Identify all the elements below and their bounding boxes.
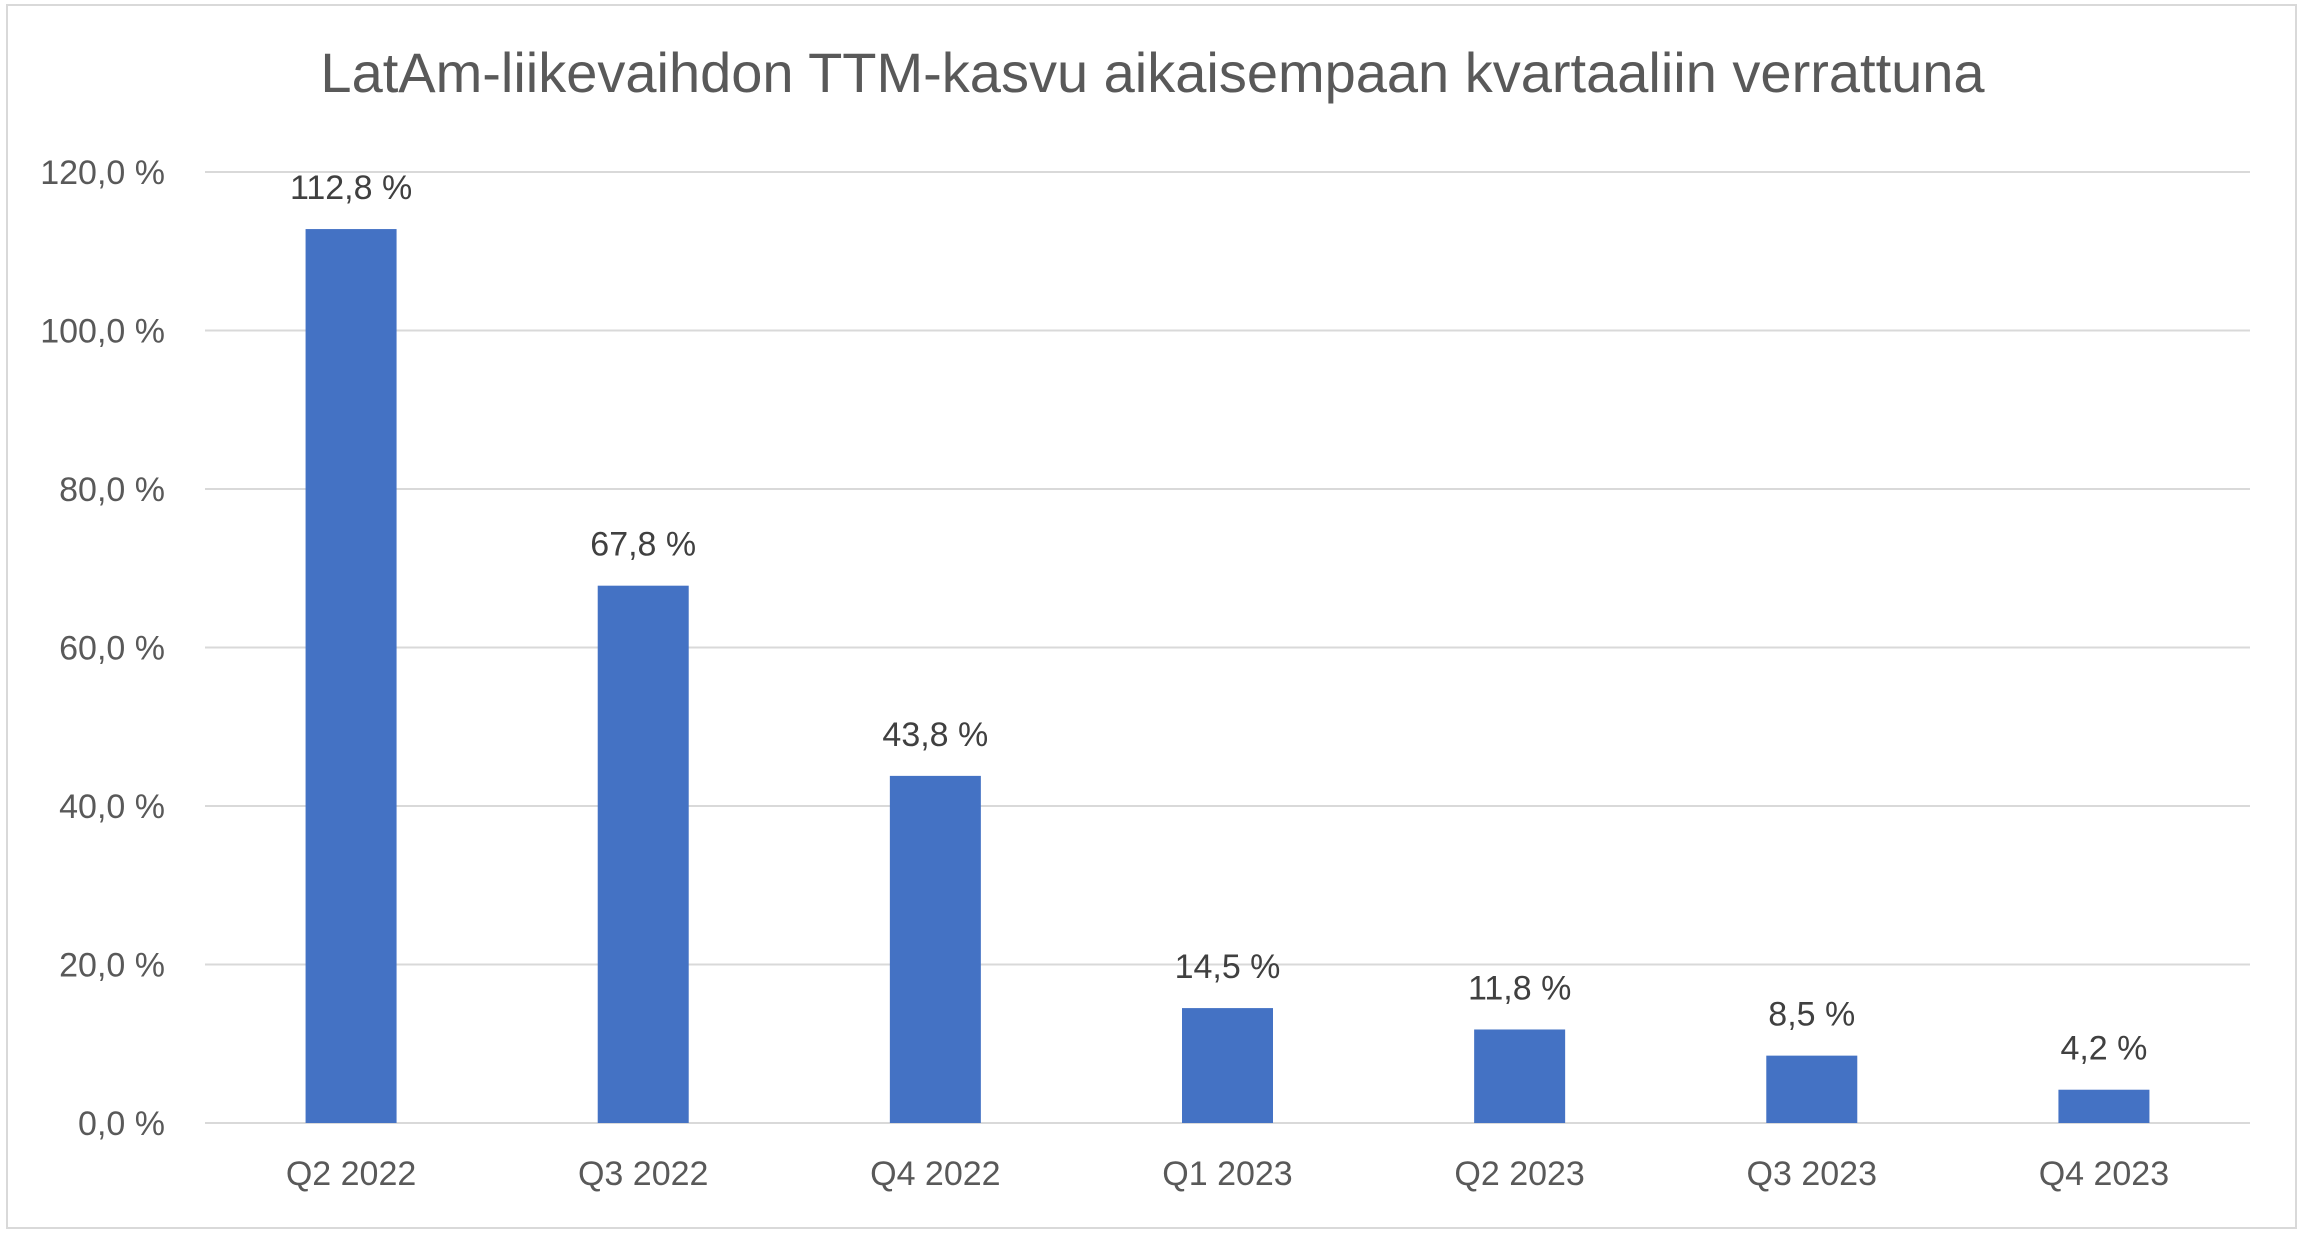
y-tick-label: 20,0 % [59, 947, 165, 985]
y-tick-label: 40,0 % [59, 788, 165, 826]
bar [1182, 1008, 1273, 1123]
y-tick-label: 60,0 % [59, 630, 165, 668]
x-tick-label: Q4 2023 [2039, 1155, 2169, 1193]
data-label: 67,8 % [590, 526, 696, 564]
x-tick-label: Q1 2023 [1162, 1155, 1292, 1193]
bar [2058, 1089, 2150, 1123]
bar [1474, 1029, 1566, 1123]
y-tick-label: 120,0 % [40, 154, 165, 192]
x-tick-label: Q3 2023 [1747, 1155, 1877, 1193]
y-tick-label: 0,0 % [78, 1105, 165, 1143]
x-tick-label: Q4 2022 [870, 1155, 1000, 1193]
x-tick-label: Q2 2022 [286, 1155, 416, 1193]
chart-title: LatAm-liikevaihdon TTM-kasvu aikaisempaa… [320, 41, 1985, 104]
data-label: 14,5 % [1175, 948, 1281, 986]
data-label: 8,5 % [1768, 996, 1855, 1034]
data-label: 11,8 % [1468, 969, 1571, 1007]
data-label: 4,2 % [2060, 1030, 2147, 1068]
y-tick-label: 100,0 % [40, 313, 165, 351]
data-label: 112,8 % [290, 169, 412, 207]
x-tick-label: Q3 2022 [578, 1155, 708, 1193]
data-label: 43,8 % [882, 716, 988, 754]
bar [597, 585, 689, 1123]
y-tick-label: 80,0 % [59, 471, 165, 509]
bar [305, 229, 397, 1123]
bar [1766, 1055, 1858, 1123]
x-tick-label: Q2 2023 [1454, 1155, 1584, 1193]
bar [889, 775, 981, 1123]
